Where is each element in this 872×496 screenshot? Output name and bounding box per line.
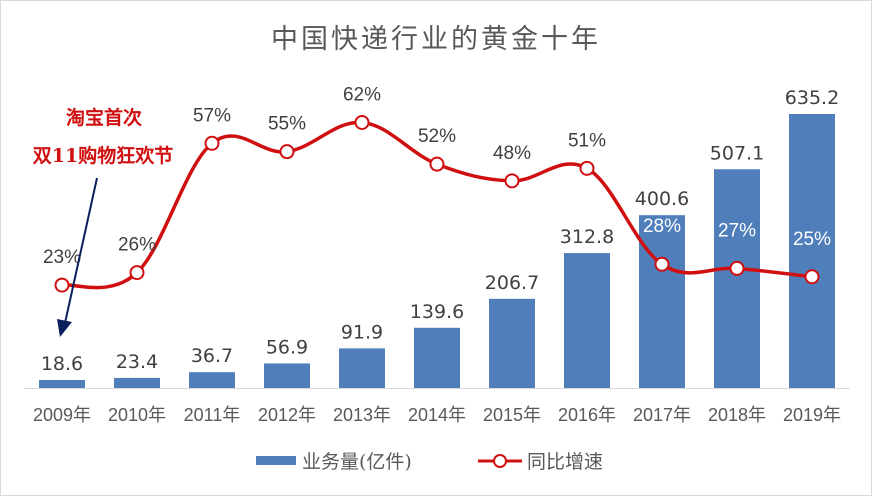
chart-title: 中国快递行业的黄金十年	[271, 24, 601, 55]
growth-value-label: 48%	[493, 143, 531, 164]
bar-value-label: 312.8	[560, 226, 614, 248]
bar-value-label: 36.7	[191, 345, 233, 367]
annotation-arrow-head-icon	[57, 319, 72, 337]
growth-value-label: 27%	[718, 220, 756, 241]
bar-value-label: 635.2	[785, 87, 839, 109]
growth-value-label: 28%	[643, 216, 681, 237]
legend: 业务量(亿件) 同比增速	[256, 451, 603, 473]
bar	[339, 348, 385, 388]
legend-bar-label: 业务量(亿件)	[302, 451, 412, 473]
line-marker-icon	[279, 144, 295, 160]
annotation: 淘宝首次 双11购物狂欢节	[33, 106, 173, 337]
bar-value-label: 139.6	[410, 301, 464, 323]
growth-line	[61, 120, 813, 290]
bar	[639, 215, 685, 388]
growth-value-label: 55%	[268, 114, 306, 135]
bar	[714, 169, 760, 388]
growth-value-label: 51%	[568, 130, 606, 151]
x-axis-tick-label: 2018年	[708, 405, 766, 425]
x-axis-labels: 2009年 2010年 2011年 2012年 2013年 2014年 2015年 2016年…	[33, 405, 841, 425]
growth-value-label: 57%	[193, 105, 231, 126]
line-marker-icon	[804, 269, 820, 285]
bar-value-label: 56.9	[266, 336, 308, 358]
bar	[264, 363, 310, 388]
line-series: 23% 26% 57% 55% 62% 52% 48% 51% 28% 27% 25%	[43, 84, 831, 293]
x-axis-tick-label: 2012年	[258, 405, 316, 425]
line-marker-icon	[654, 256, 670, 272]
annotation-line-1: 淘宝首次	[66, 106, 142, 129]
line-marker-icon	[129, 265, 145, 281]
growth-value-label: 62%	[343, 84, 381, 105]
line-marker-icon	[429, 156, 445, 172]
legend-bar-swatch-icon	[256, 456, 296, 465]
x-axis-tick-label: 2015年	[483, 405, 541, 425]
growth-value-label: 52%	[418, 126, 456, 147]
line-marker-icon	[54, 277, 70, 293]
annotation-line-2: 双11购物狂欢节	[33, 144, 173, 167]
line-marker-icon	[729, 260, 745, 276]
x-axis-tick-label: 2019年	[783, 405, 841, 425]
bar	[39, 379, 85, 388]
line-marker-icon	[354, 114, 370, 130]
growth-value-label: 23%	[43, 247, 81, 268]
legend-line-marker-icon	[493, 454, 507, 468]
x-axis-tick-label: 2011年	[184, 405, 241, 425]
line-marker-icon	[204, 135, 220, 151]
legend-line-label: 同比增速	[527, 451, 603, 473]
bar	[489, 298, 535, 388]
x-axis-tick-label: 2013年	[333, 405, 391, 425]
line-marker-icon	[579, 160, 595, 176]
bar	[189, 372, 235, 388]
x-axis-tick-label: 2017年	[633, 405, 691, 425]
bar	[789, 114, 835, 388]
growth-value-label: 25%	[793, 229, 831, 250]
x-axis-tick-label: 2010年	[108, 405, 166, 425]
line-marker-icon	[504, 173, 520, 189]
bar-value-label: 507.1	[710, 142, 764, 164]
bar-value-label: 206.7	[485, 272, 539, 294]
bar	[114, 377, 160, 388]
bar-value-label: 18.6	[41, 353, 83, 375]
bar-value-label: 400.6	[635, 188, 689, 210]
x-axis-tick-label: 2014年	[408, 405, 466, 425]
bar-value-label: 91.9	[341, 321, 383, 343]
growth-value-label: 26%	[118, 235, 156, 256]
x-axis-tick-label: 2016年	[558, 405, 616, 425]
bar-value-label: 23.4	[116, 351, 158, 373]
annotation-arrow-line	[64, 177, 98, 324]
bar-series: 18.6 23.4 36.7 56.9 91.9 139.6 206.7 312.8 400.6…	[39, 87, 839, 388]
bar	[414, 327, 460, 388]
bar	[564, 253, 610, 388]
x-axis-tick-label: 2009年	[33, 405, 91, 425]
